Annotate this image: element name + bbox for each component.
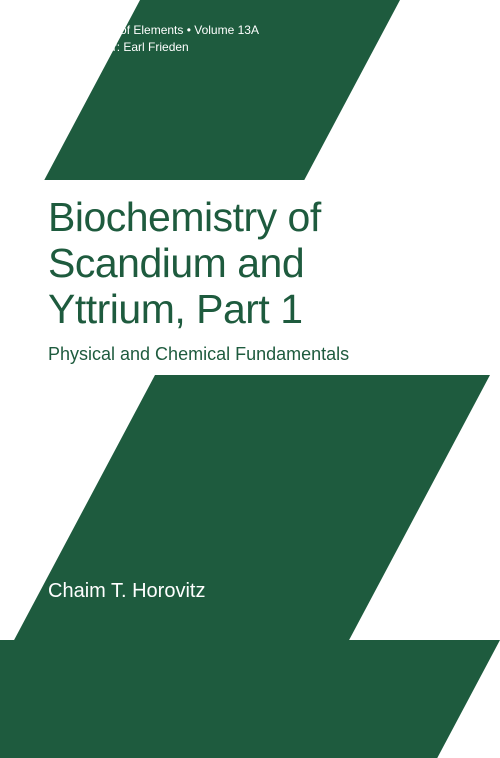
author-name: Chaim T. Horovitz [48, 580, 205, 603]
series-line-2: Series Editor: Earl Frieden [48, 39, 259, 56]
series-info: Biochemistry of Elements • Volume 13A Se… [48, 22, 259, 56]
title-line-2: Scandium and [48, 240, 304, 286]
bottom-parallelogram [0, 640, 500, 758]
book-cover: Biochemistry of Elements • Volume 13A Se… [0, 0, 500, 758]
title-block: Biochemistry of Scandium and Yttrium, Pa… [48, 195, 470, 366]
title-line-3: Yttrium, Part 1 [48, 286, 303, 332]
book-subtitle: Physical and Chemical Fundamentals [48, 343, 470, 366]
series-line-1: Biochemistry of Elements • Volume 13A [48, 22, 259, 39]
book-title: Biochemistry of Scandium and Yttrium, Pa… [48, 195, 470, 333]
title-line-1: Biochemistry of [48, 194, 321, 240]
